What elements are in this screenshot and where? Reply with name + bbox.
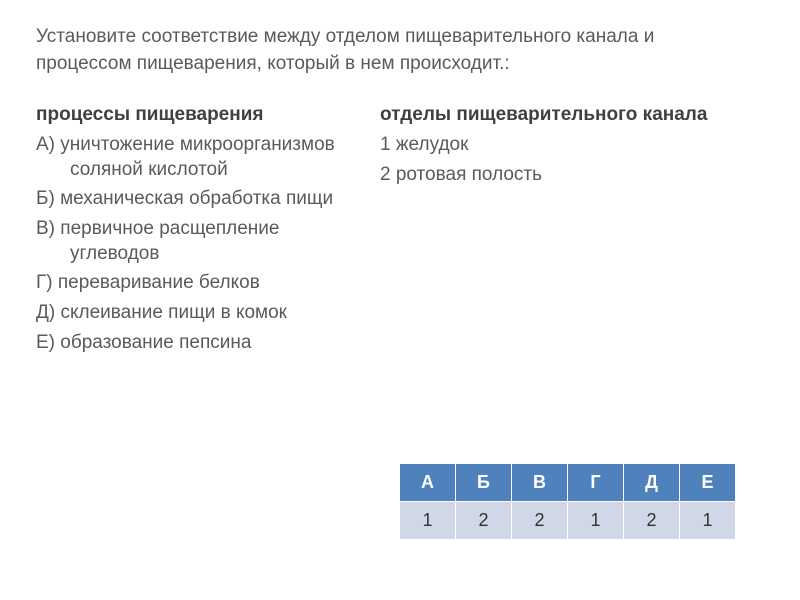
instruction-text: Установите соответствие между отделом пи… (36, 24, 736, 77)
answer-header-d: Г (568, 464, 624, 502)
answer-header-b: Б (456, 464, 512, 502)
answer-header-a: А (400, 464, 456, 502)
process-item-c-text: В) первичное расщепление углеводов (36, 217, 356, 266)
section-item-2: 2 ротовая полость (380, 163, 720, 188)
columns-container: процессы пищеварения А) уничтожение микр… (36, 103, 764, 360)
process-item-b-text: Б) механическая обработка пищи (36, 187, 356, 212)
answer-value-c: 2 (512, 502, 568, 540)
right-column: отделы пищеварительного канала 1 желудок… (380, 103, 720, 360)
process-item-c: В) первичное расщепление углеводов (36, 217, 356, 266)
process-item-d: Г) переваривание белков (36, 271, 356, 296)
answer-header-f: Е (680, 464, 736, 502)
answer-table: А Б В Г Д Е 1 2 2 1 2 1 (399, 463, 736, 540)
answer-value-a: 1 (400, 502, 456, 540)
answer-value-f: 1 (680, 502, 736, 540)
process-item-d-text: Г) переваривание белков (36, 271, 356, 296)
process-item-a: А) уничтожение микроорганизмов соляной к… (36, 133, 356, 182)
answer-value-e: 2 (624, 502, 680, 540)
right-heading: отделы пищеварительного канала (380, 103, 720, 127)
process-item-e-text: Д) склеивание пищи в комок (36, 301, 356, 326)
process-item-b: Б) механическая обработка пищи (36, 187, 356, 212)
answer-header-row: А Б В Г Д Е (400, 464, 736, 502)
answer-value-b: 2 (456, 502, 512, 540)
process-item-a-text: А) уничтожение микроорганизмов соляной к… (36, 133, 356, 182)
answer-header-c: В (512, 464, 568, 502)
answer-header-e: Д (624, 464, 680, 502)
process-item-f-text: Е) образование пепсина (36, 331, 356, 356)
answer-value-row: 1 2 2 1 2 1 (400, 502, 736, 540)
left-column: процессы пищеварения А) уничтожение микр… (36, 103, 356, 360)
left-heading: процессы пищеварения (36, 103, 356, 127)
process-item-f: Е) образование пепсина (36, 331, 356, 356)
section-item-1: 1 желудок (380, 133, 720, 158)
answer-value-d: 1 (568, 502, 624, 540)
process-item-e: Д) склеивание пищи в комок (36, 301, 356, 326)
